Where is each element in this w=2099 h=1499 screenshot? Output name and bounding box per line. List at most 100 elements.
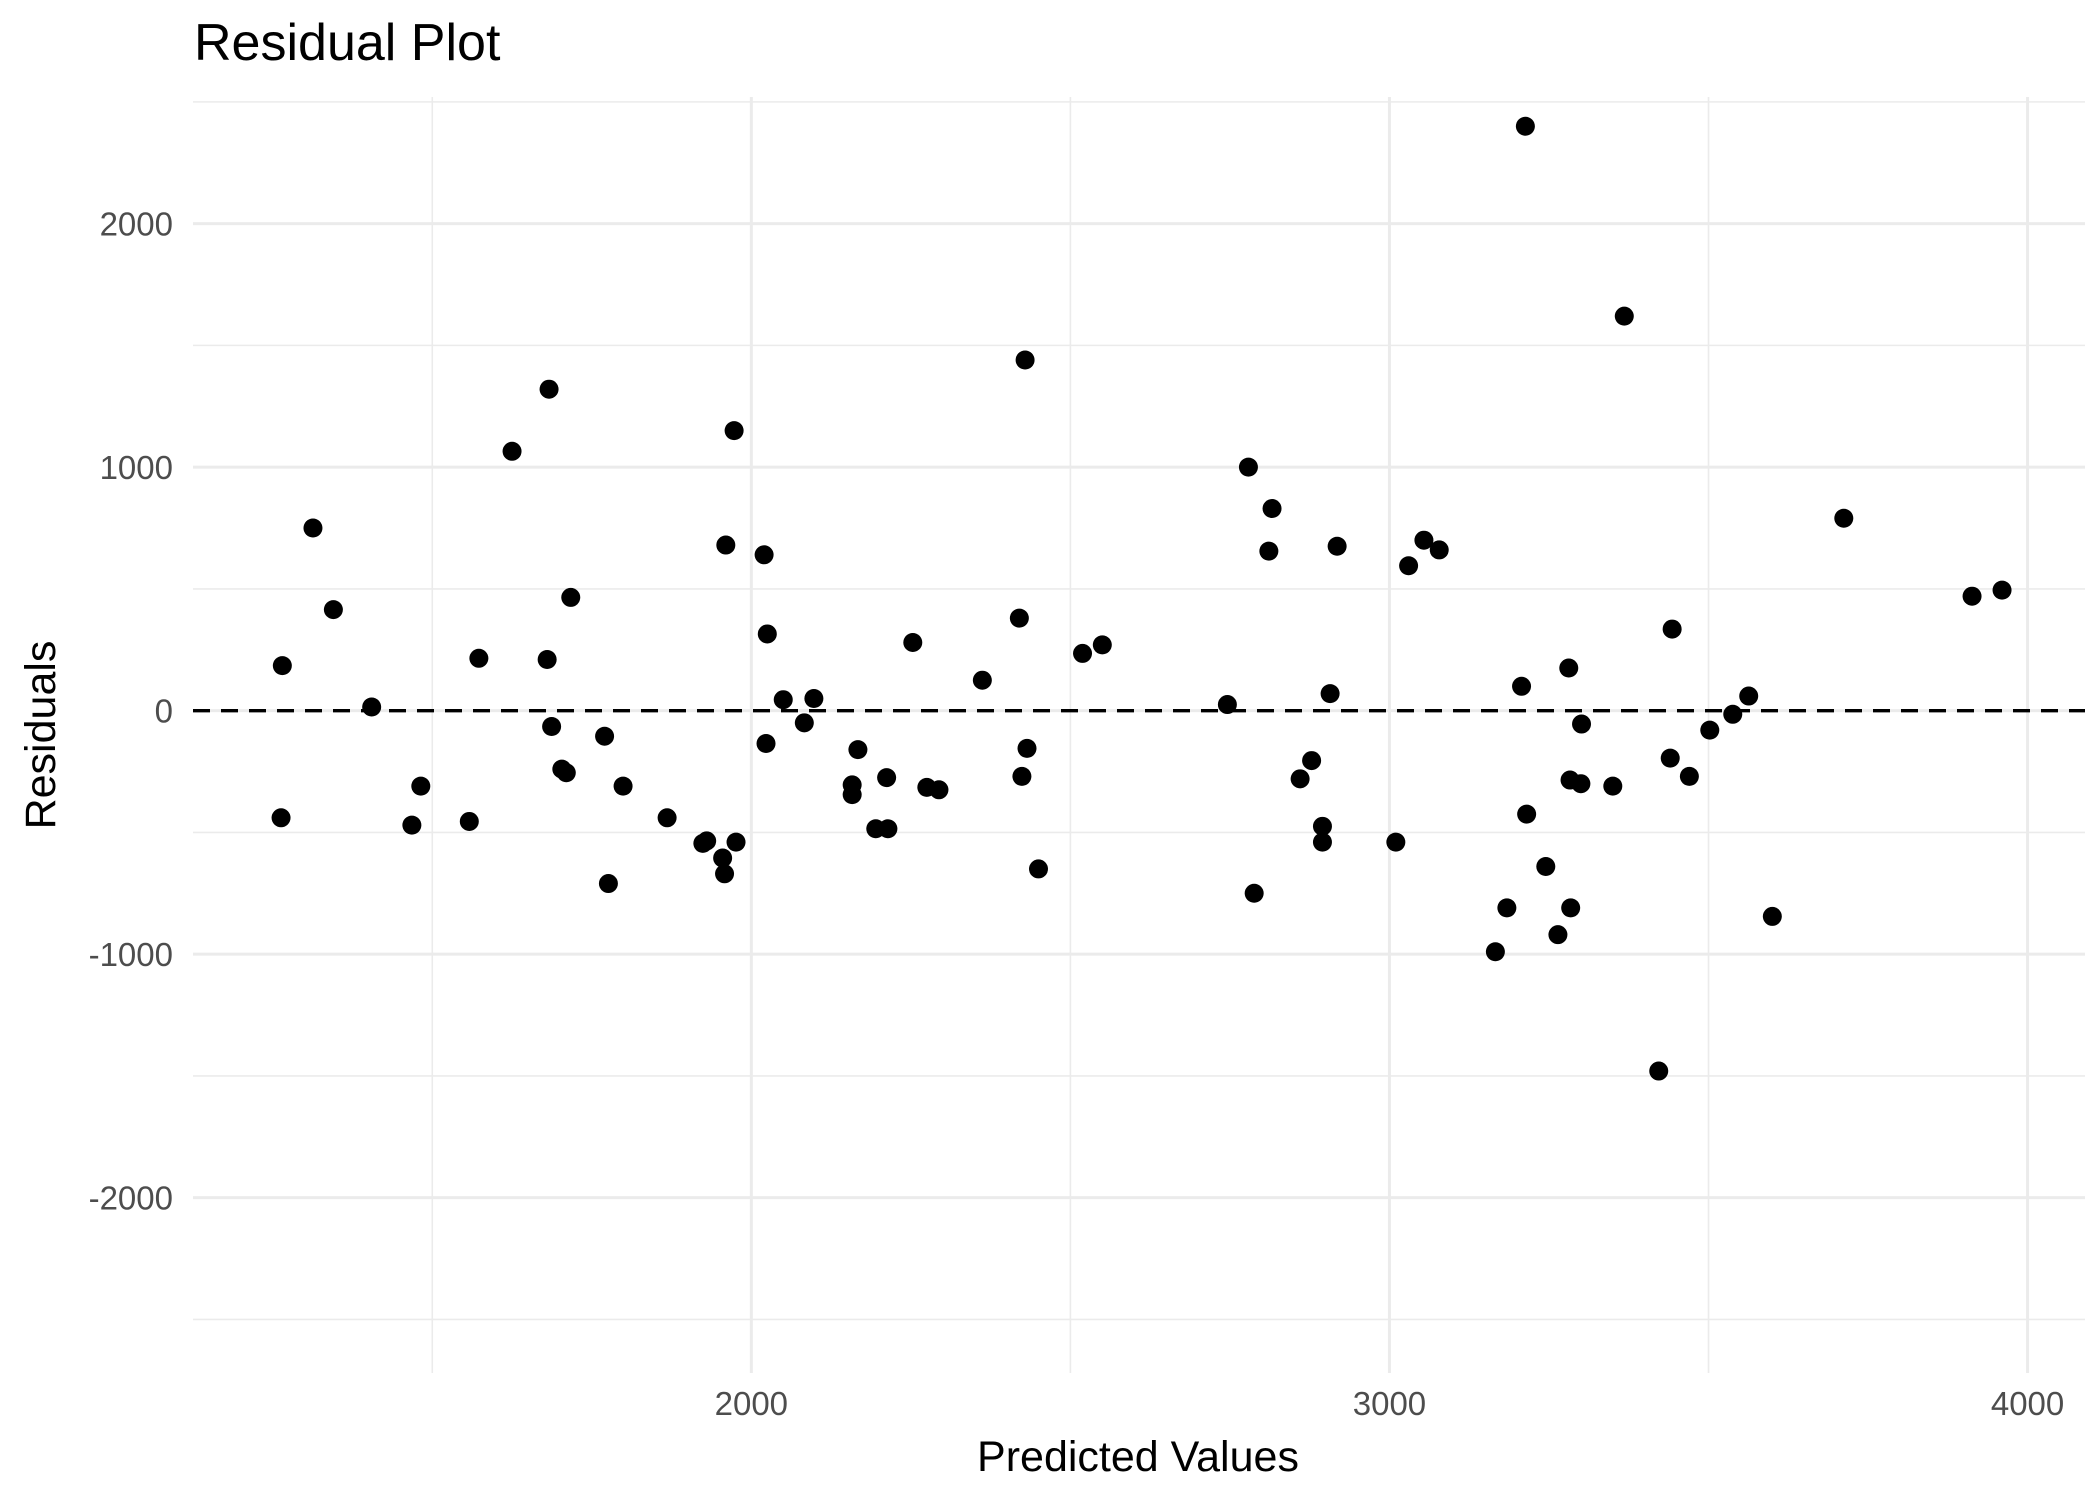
data-point (1834, 508, 1854, 528)
major-gridlines (193, 97, 2085, 1373)
data-point (1559, 658, 1579, 678)
data-point (756, 734, 776, 754)
data-point (726, 832, 746, 852)
data-point (657, 808, 677, 828)
data-point (1561, 898, 1581, 918)
data-point (537, 650, 557, 670)
data-point (1603, 776, 1623, 796)
data-point (556, 763, 576, 783)
data-point (459, 811, 479, 831)
data-point (1679, 766, 1699, 786)
data-point (903, 632, 923, 652)
data-point (542, 716, 562, 736)
data-point (1028, 859, 1048, 879)
y-tick-label: 1000 (100, 449, 173, 486)
data-point (1614, 306, 1634, 326)
y-tick-label: -2000 (89, 1180, 173, 1217)
data-point (1512, 676, 1532, 696)
data-point (1536, 856, 1556, 876)
data-point (1259, 541, 1279, 561)
data-point (272, 656, 292, 676)
data-point (794, 713, 814, 733)
data-point (697, 831, 717, 851)
data-point (1017, 738, 1037, 758)
data-point (1649, 1061, 1669, 1081)
data-point (848, 740, 868, 760)
data-point (1290, 769, 1310, 789)
x-axis-tick-labels: 2000 3000 4000 (715, 1385, 2065, 1422)
data-point (1238, 457, 1258, 477)
data-point (323, 600, 343, 620)
data-point (1414, 530, 1434, 550)
data-point (469, 648, 489, 668)
y-axis-tick-labels: -2000 -1000 0 1000 2000 (89, 206, 173, 1217)
data-point (613, 776, 633, 796)
y-axis-title: Residuals (17, 641, 65, 830)
data-point (1662, 619, 1682, 639)
data-point (1244, 883, 1264, 903)
data-point (972, 670, 992, 690)
x-tick-label: 2000 (715, 1385, 788, 1422)
data-point (1515, 116, 1535, 136)
data-point (1762, 906, 1782, 926)
data-point (1015, 350, 1035, 370)
data-point (715, 864, 735, 884)
data-point (502, 441, 522, 461)
data-point (1386, 832, 1406, 852)
data-point (1429, 540, 1449, 560)
data-point (539, 379, 559, 399)
data-point (878, 819, 898, 839)
data-point (1320, 684, 1340, 704)
data-point (773, 690, 793, 710)
data-point (1497, 898, 1517, 918)
data-point (1312, 832, 1332, 852)
data-point (877, 768, 897, 788)
data-point (929, 780, 949, 800)
data-point (598, 874, 618, 894)
data-point (561, 587, 581, 607)
data-point (1723, 704, 1743, 724)
data-point (271, 808, 291, 828)
data-point (1073, 643, 1093, 663)
data-point (1992, 580, 2012, 600)
data-point (402, 815, 422, 835)
data-point (1571, 774, 1591, 794)
data-point (804, 688, 824, 708)
data-point (1485, 942, 1505, 962)
data-point (724, 421, 744, 441)
data-point (1012, 766, 1032, 786)
data-point (1302, 751, 1322, 771)
data-point (1327, 536, 1347, 556)
data-point (757, 624, 777, 644)
data-point (1700, 720, 1720, 740)
data-point (1399, 556, 1419, 576)
data-point (1548, 925, 1568, 945)
data-point (1217, 695, 1237, 715)
data-point (1572, 714, 1592, 734)
data-point (1312, 816, 1332, 836)
data-point (1009, 608, 1029, 628)
data-point (411, 776, 431, 796)
data-point (303, 518, 323, 538)
y-tick-label: 0 (155, 693, 173, 730)
data-point (1962, 586, 1982, 606)
y-tick-label: 2000 (100, 206, 173, 243)
data-point (713, 848, 733, 868)
data-points (271, 116, 2012, 1081)
data-point (1739, 686, 1759, 706)
x-tick-label: 3000 (1353, 1385, 1426, 1422)
data-point (1262, 499, 1282, 519)
data-point (1660, 748, 1680, 768)
chart-title: Residual Plot (194, 14, 501, 72)
data-point (1517, 804, 1537, 824)
data-point (362, 697, 382, 717)
data-point (716, 535, 736, 555)
data-point (1092, 635, 1112, 655)
data-point (754, 545, 774, 565)
y-tick-label: -1000 (89, 936, 173, 973)
x-axis-title: Predicted Values (977, 1433, 1299, 1481)
data-point (842, 785, 862, 805)
data-point (595, 726, 615, 746)
